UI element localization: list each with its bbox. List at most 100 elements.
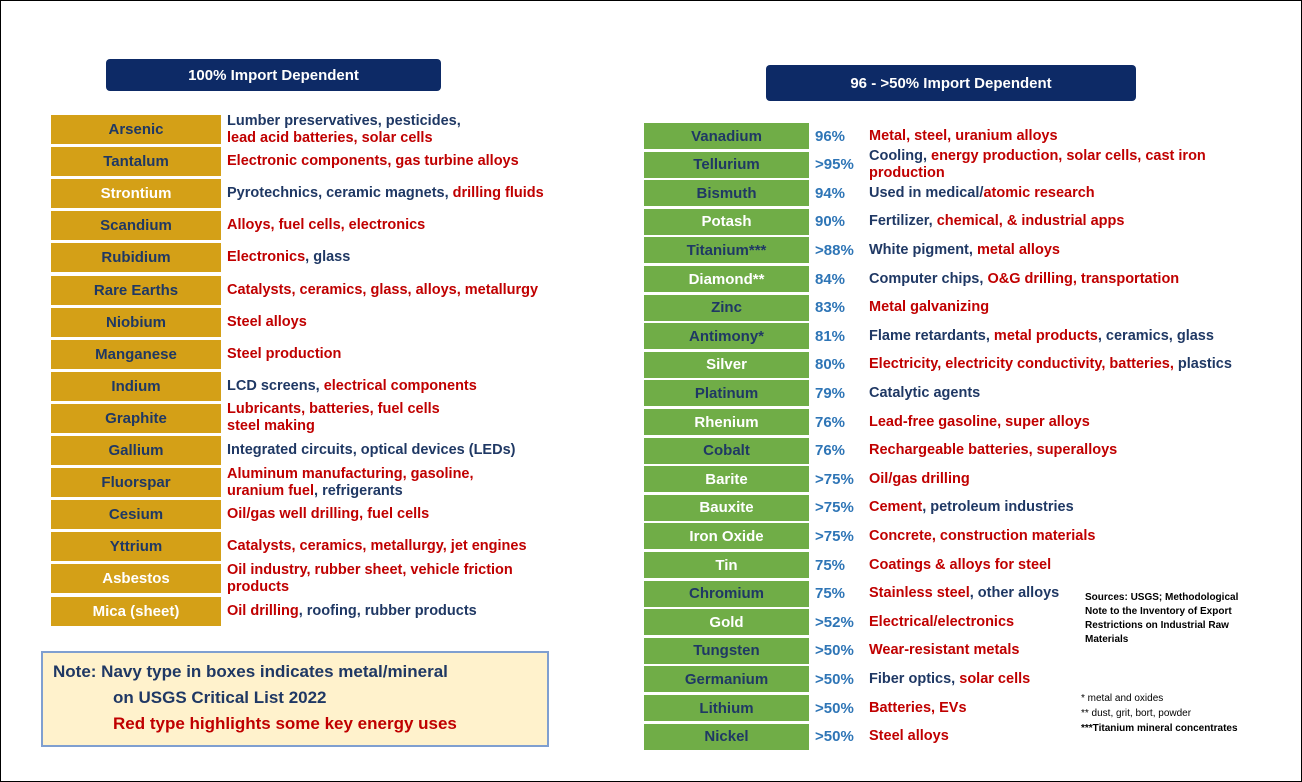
- uses-line: Coatings & alloys for steel: [869, 557, 1051, 574]
- uses-line: Oil/gas drilling: [869, 471, 970, 488]
- uses: Oil/gas drilling: [869, 466, 970, 492]
- import-percent: >50%: [815, 670, 854, 688]
- uses: Integrated circuits, optical devices (LE…: [227, 436, 515, 465]
- uses-text: Electronics: [227, 249, 306, 266]
- mineral-box: Yttrium: [51, 532, 221, 562]
- uses-text: Catalytic agents: [869, 384, 981, 401]
- mineral-box: Gallium: [51, 436, 221, 465]
- uses-text: Oil/gas drilling: [869, 470, 970, 487]
- uses: Cement, petroleum industries: [869, 495, 1074, 521]
- uses-text: uranium fuel: [227, 482, 315, 499]
- uses-text: atomic research: [983, 184, 1095, 201]
- uses: Lumber preservatives, pesticides, lead ac…: [227, 113, 461, 147]
- uses-text: , glass: [305, 249, 351, 266]
- uses-text: Lubricants, batteries, fuel cells: [227, 401, 440, 418]
- uses-line: Oil industry, rubber sheet, vehicle fric…: [227, 562, 513, 579]
- uses-line: Batteries, EVs: [869, 700, 967, 717]
- uses-text: Fiber optics,: [869, 670, 960, 687]
- mineral-box: Strontium: [51, 179, 221, 209]
- mineral-box: Tungsten: [644, 637, 809, 664]
- uses-line: LCD screens, electrical components: [227, 378, 477, 395]
- uses-line: Cement, petroleum industries: [869, 499, 1074, 516]
- uses-text: Steel alloys: [869, 728, 949, 745]
- footnote: ***Titanium mineral concentrates: [1081, 723, 1238, 734]
- mineral-box: Chromium: [644, 580, 809, 607]
- uses-text: plastics: [1177, 356, 1232, 373]
- uses: Steel production: [227, 340, 341, 369]
- uses-line: Aluminum manufacturing, gasoline,: [227, 466, 474, 483]
- uses: Lubricants, batteries, fuel cells steel m…: [227, 401, 440, 434]
- mineral-box: Lithium: [644, 695, 809, 721]
- uses-text: White pigment,: [869, 241, 977, 258]
- uses-line: Flame retardants, metal products, cerami…: [869, 328, 1214, 345]
- uses-line: Fiber optics, solar cells: [869, 671, 1030, 688]
- uses-text: energy production, solar cells, cast iro…: [931, 147, 1206, 164]
- uses-line: Catalytic agents: [869, 385, 980, 402]
- uses-line: Used in medical/atomic research: [869, 185, 1095, 202]
- uses: Oil/gas well drilling, fuel cells: [227, 500, 429, 529]
- uses-text: Electricity, electricity conductivity, b…: [869, 356, 1178, 373]
- mineral-box: Rubidium: [51, 243, 221, 273]
- uses-text: electrical components: [323, 377, 477, 394]
- uses-text: Computer chips,: [869, 270, 988, 287]
- uses: Catalysts, ceramics, glass, alloys, meta…: [227, 276, 538, 305]
- mineral-box: Arsenic: [51, 115, 221, 144]
- uses-text: Cooling,: [869, 147, 932, 164]
- uses-text: Metal galvanizing: [869, 299, 990, 316]
- uses-text: lead acid batteries, solar cells: [227, 129, 433, 146]
- uses: Used in medical/atomic research: [869, 180, 1095, 206]
- uses-line: Electronic components, gas turbine alloy…: [227, 153, 519, 170]
- mineral-box: Nickel: [644, 723, 809, 750]
- mineral-box: Indium: [51, 371, 221, 401]
- import-percent: 81%: [815, 327, 846, 345]
- uses-line: Steel production: [227, 346, 341, 363]
- uses: Fiber optics, solar cells: [869, 666, 1030, 692]
- uses: Oil drilling, roofing, rubber products: [227, 597, 477, 626]
- uses-line: Oil/gas well drilling, fuel cells: [227, 506, 429, 523]
- mineral-box: Asbestos: [51, 564, 221, 594]
- uses: Wear-resistant metals: [869, 638, 1019, 664]
- uses: Cooling, energy production, solar cells,…: [869, 148, 1206, 181]
- mineral-box: Cesium: [51, 500, 221, 530]
- uses-text: Pyrotechnics, ceramic magnets,: [227, 185, 453, 202]
- uses-line: Metal galvanizing: [869, 299, 989, 316]
- uses: Coatings & alloys for steel: [869, 552, 1051, 578]
- note-line: Red type highlights some key energy uses: [113, 714, 457, 733]
- mineral-box: Silver: [644, 351, 809, 378]
- uses: Catalytic agents: [869, 380, 980, 406]
- right-header: 96 - >50% Import Dependent: [766, 65, 1136, 101]
- uses-text: Alloys, fuel cells, electronics: [227, 217, 426, 234]
- mineral-box: Bauxite: [644, 494, 809, 521]
- uses-text: Oil drilling: [227, 602, 299, 619]
- footnotes: * metal and oxides ** dust, grit, bort, …: [1081, 691, 1238, 736]
- uses-text: Metal, steel, uranium alloys: [869, 127, 1058, 144]
- uses-line: Catalysts, ceramics, glass, alloys, meta…: [227, 282, 538, 299]
- uses: Catalysts, ceramics, metallurgy, jet eng…: [227, 532, 527, 561]
- uses: Pyrotechnics, ceramic magnets, drilling …: [227, 179, 544, 208]
- mineral-box: Rare Earths: [51, 275, 221, 305]
- uses: Concrete, construction materials: [869, 523, 1095, 549]
- uses: Electrical/electronics: [869, 609, 1014, 635]
- uses: Electronic components, gas turbine alloy…: [227, 147, 519, 176]
- mineral-box: Titanium***: [644, 237, 809, 264]
- uses-line: Cooling, energy production, solar cells,…: [869, 148, 1206, 165]
- uses-line: Integrated circuits, optical devices (LE…: [227, 442, 515, 459]
- import-percent: >88%: [815, 241, 854, 259]
- uses-line: Lead-free gasoline, super alloys: [869, 414, 1090, 431]
- uses-line: Lumber preservatives, pesticides,: [227, 113, 461, 130]
- uses-line: Catalysts, ceramics, metallurgy, jet eng…: [227, 538, 527, 555]
- mineral-box: Tantalum: [51, 147, 221, 177]
- mineral-box: Potash: [644, 208, 809, 235]
- uses: Fertilizer, chemical, & industrial apps: [869, 209, 1124, 235]
- uses-line: Concrete, construction materials: [869, 528, 1095, 545]
- footnote: * metal and oxides: [1081, 693, 1164, 704]
- uses-line: Steel alloys: [869, 728, 949, 745]
- uses-line: Lubricants, batteries, fuel cells: [227, 401, 440, 418]
- mineral-box: Platinum: [644, 380, 809, 407]
- mineral-box: Antimony*: [644, 323, 809, 350]
- mineral-box: Vanadium: [644, 123, 809, 149]
- uses-line: lead acid batteries, solar cells: [227, 130, 461, 147]
- uses-line: production: [869, 165, 1206, 182]
- mineral-box: Manganese: [51, 339, 221, 369]
- uses: Metal galvanizing: [869, 295, 989, 321]
